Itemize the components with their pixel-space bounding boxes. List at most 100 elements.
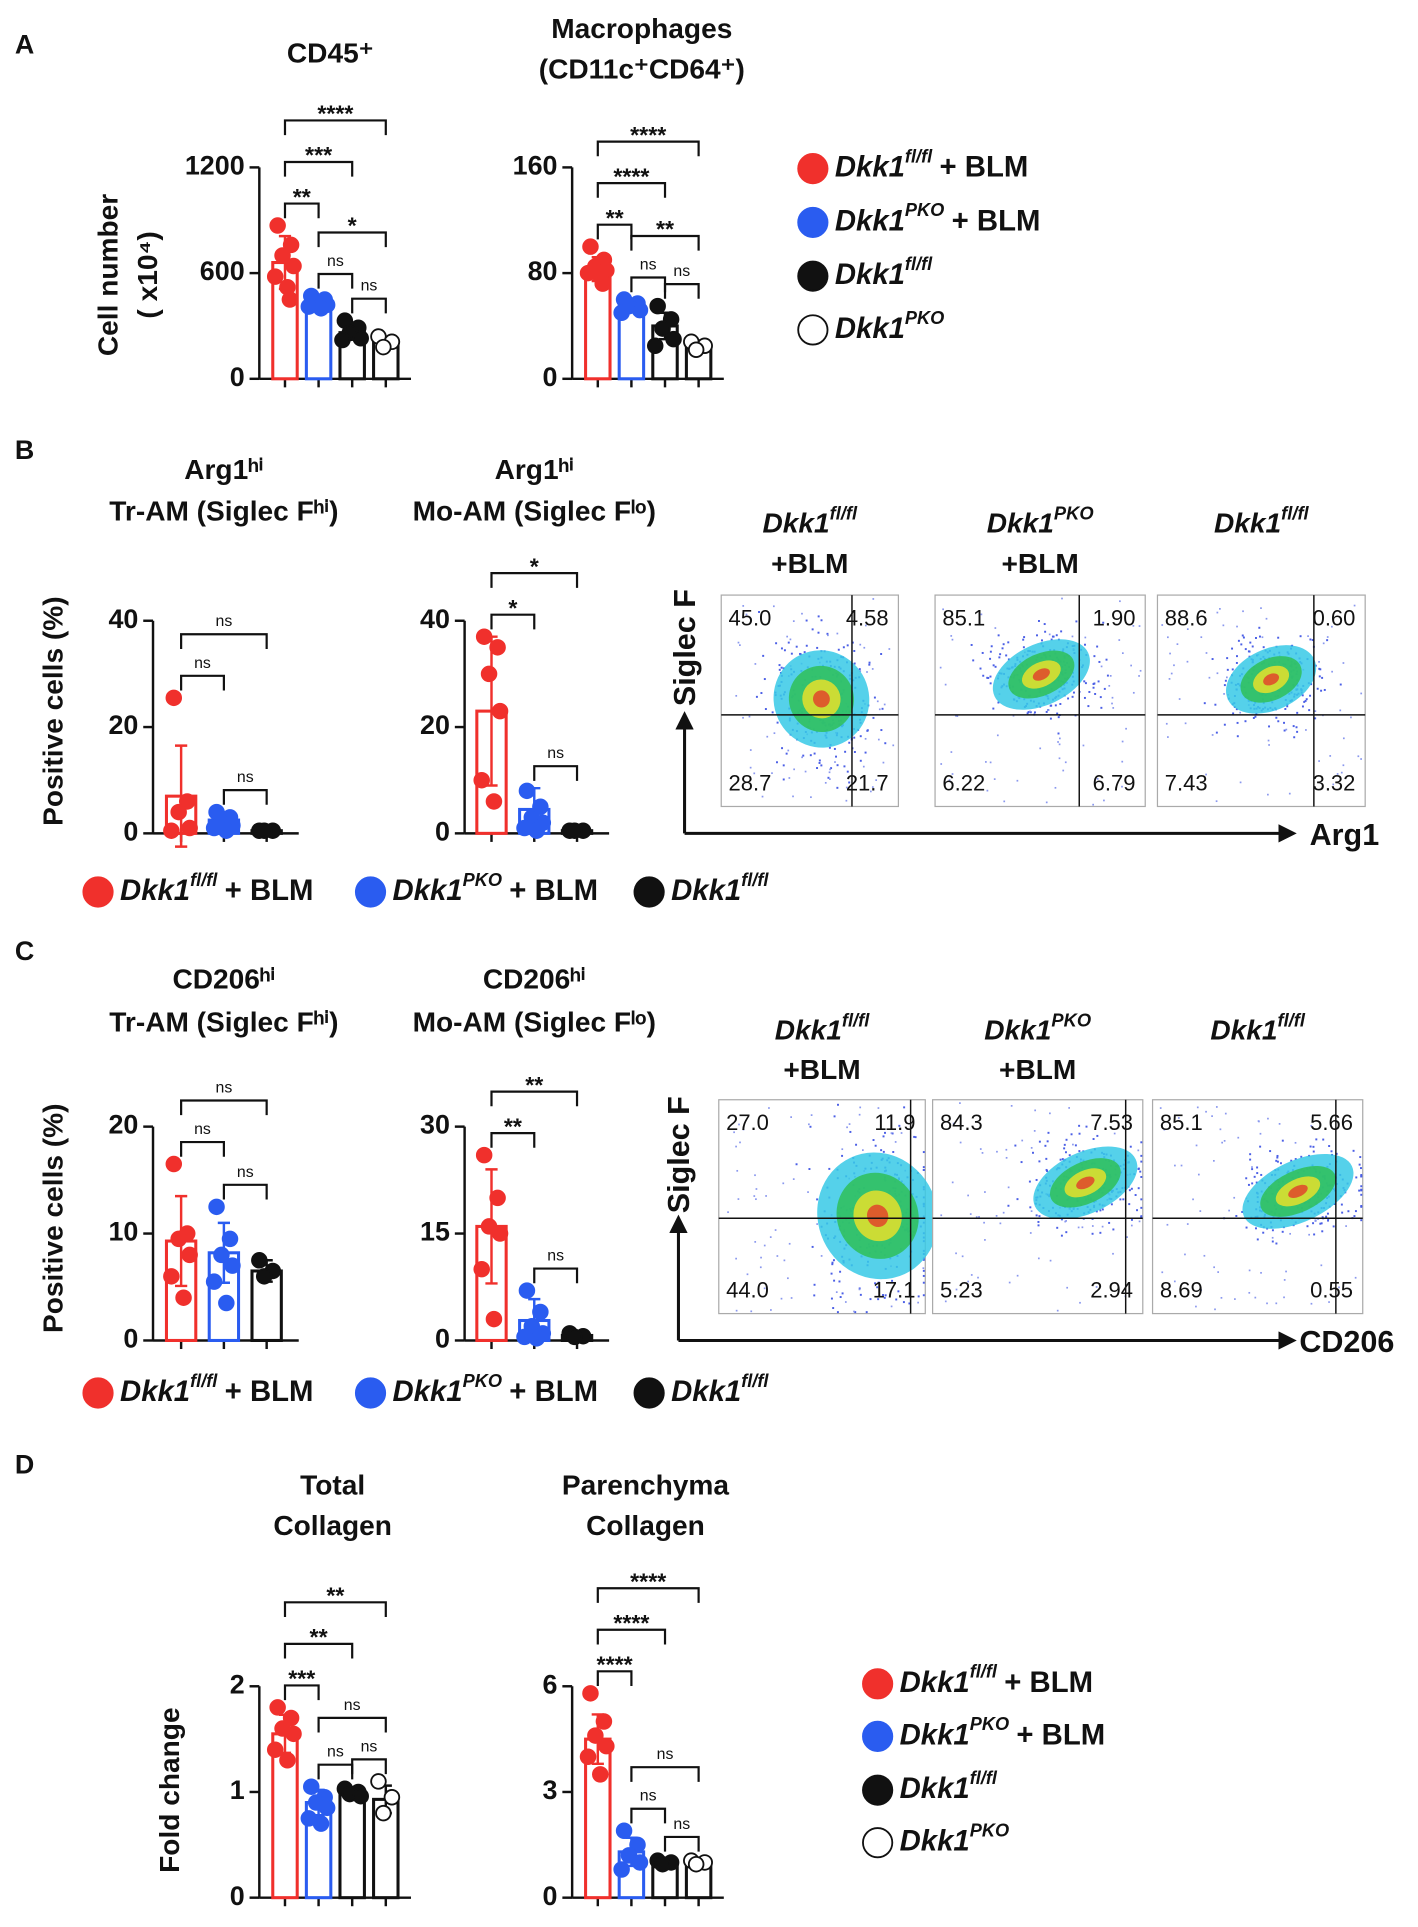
event-dot xyxy=(996,734,999,737)
event-dot xyxy=(1139,669,1142,672)
event-dot xyxy=(1140,1141,1143,1144)
event-dot xyxy=(1259,1145,1262,1148)
event-dot xyxy=(1223,1139,1226,1142)
event-dot xyxy=(817,615,820,618)
event-dot xyxy=(959,1102,961,1104)
event-dot xyxy=(1265,617,1268,620)
event-dot xyxy=(786,635,789,638)
event-dot xyxy=(839,1270,842,1273)
event-dot xyxy=(1007,1204,1010,1207)
event-dot xyxy=(1122,1198,1125,1201)
event-dot xyxy=(1084,643,1086,646)
bar xyxy=(338,1790,366,1900)
chart-title: Arg1ʰⁱ xyxy=(495,454,574,485)
event-dot xyxy=(1035,1178,1038,1181)
event-dot xyxy=(877,1107,880,1109)
event-dot xyxy=(967,1280,970,1283)
event-dot xyxy=(1102,621,1105,624)
y-tick-label: 6 xyxy=(543,1669,558,1699)
significance-label: ** xyxy=(656,216,674,242)
event-dot xyxy=(1336,773,1339,775)
event-dot xyxy=(1054,786,1057,789)
genotype: fl/fl xyxy=(1281,502,1309,523)
event-dot xyxy=(1312,1222,1315,1225)
gene: Dkk1 xyxy=(987,508,1054,539)
event-dot xyxy=(1140,1176,1143,1178)
event-dot xyxy=(1140,1216,1143,1219)
event-dot xyxy=(939,666,942,669)
data-point xyxy=(178,793,196,810)
event-dot xyxy=(1232,712,1235,715)
significance-bracket xyxy=(490,1090,579,1107)
event-dot xyxy=(754,1241,757,1243)
significance-label: **** xyxy=(613,163,649,189)
data-point xyxy=(485,793,503,810)
event-dot xyxy=(848,741,851,744)
event-dot xyxy=(858,1288,861,1291)
event-dot xyxy=(979,667,982,670)
significance-bracket xyxy=(283,1601,387,1617)
event-dot xyxy=(799,652,802,655)
event-dot xyxy=(1050,704,1053,707)
event-dot xyxy=(853,662,856,665)
event-dot xyxy=(789,638,792,641)
quadrant-percent: 28.7 xyxy=(729,770,772,795)
event-dot xyxy=(1323,688,1326,691)
gene: Dkk1 xyxy=(984,1015,1051,1046)
event-dot xyxy=(1304,699,1307,702)
event-dot xyxy=(1036,634,1038,637)
event-dot xyxy=(759,1266,762,1269)
event-dot xyxy=(1275,716,1278,719)
event-dot xyxy=(844,1301,847,1303)
event-dot xyxy=(859,735,862,738)
event-dot xyxy=(1237,1136,1240,1139)
event-dot xyxy=(739,1141,741,1144)
significance-label: *** xyxy=(288,1666,315,1692)
event-dot xyxy=(1360,1219,1363,1222)
legend-marker xyxy=(797,206,829,238)
event-dot xyxy=(1211,658,1214,661)
event-dot xyxy=(996,1150,998,1153)
event-dot xyxy=(1315,1138,1318,1141)
event-dot xyxy=(1005,1148,1008,1151)
legend-label: Dkk1fl/fl xyxy=(900,1768,998,1805)
data-point xyxy=(615,1822,633,1839)
event-dot xyxy=(1108,1221,1111,1224)
data-point xyxy=(352,330,369,347)
event-dot xyxy=(989,657,992,660)
event-dot xyxy=(1087,705,1090,708)
event-dot xyxy=(1244,648,1247,651)
event-dot xyxy=(1256,1166,1259,1169)
event-dot xyxy=(1275,1159,1278,1162)
quadrant-percent: 11.9 xyxy=(874,1110,915,1135)
event-dot xyxy=(1360,1167,1362,1170)
data-point xyxy=(163,1268,180,1285)
event-dot xyxy=(1267,1117,1269,1120)
event-dot xyxy=(1094,692,1097,695)
event-dot xyxy=(790,652,793,655)
event-dot xyxy=(884,1294,887,1297)
event-dot xyxy=(1258,626,1261,629)
event-dot xyxy=(1129,1145,1132,1148)
event-dot xyxy=(989,675,992,678)
event-dot xyxy=(1137,1187,1140,1190)
event-dot xyxy=(1159,1107,1162,1109)
event-dot xyxy=(1215,1106,1218,1108)
event-dot xyxy=(772,605,775,608)
event-dot xyxy=(1353,604,1356,607)
significance-bracket xyxy=(596,1670,633,1686)
event-dot xyxy=(950,751,953,753)
event-dot xyxy=(1235,661,1238,664)
y-tick-label: 0 xyxy=(230,1881,245,1911)
event-dot xyxy=(1306,1225,1309,1228)
event-dot xyxy=(790,1297,793,1299)
event-dot xyxy=(1285,728,1288,731)
legend-label: Dkk1fl/fl xyxy=(671,1371,769,1408)
event-dot xyxy=(970,643,973,646)
event-dot xyxy=(1254,1296,1257,1299)
event-dot xyxy=(876,700,879,703)
event-dot xyxy=(1217,1271,1220,1273)
event-dot xyxy=(758,611,760,613)
event-dot xyxy=(951,773,954,775)
event-dot xyxy=(778,664,781,667)
